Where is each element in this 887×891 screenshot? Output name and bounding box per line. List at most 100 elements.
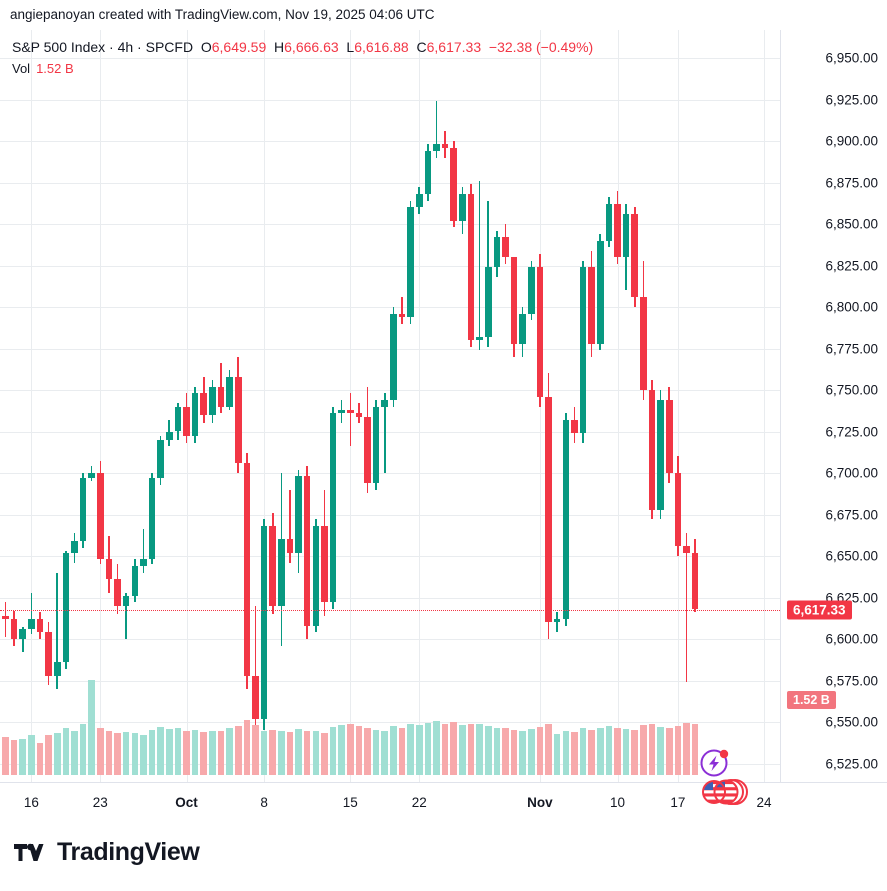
price-tick-label: 6,950.00 bbox=[825, 50, 878, 66]
time-gridline bbox=[187, 30, 188, 782]
volume-bar bbox=[596, 727, 604, 775]
candle-body bbox=[398, 313, 406, 317]
volume-bar bbox=[157, 726, 164, 775]
price-tick-label: 6,600.00 bbox=[825, 631, 878, 647]
volume-bar bbox=[278, 731, 285, 775]
candle-body bbox=[62, 552, 70, 663]
candle-body bbox=[53, 662, 61, 676]
volume-bar bbox=[45, 734, 52, 775]
time-gridline bbox=[31, 30, 32, 782]
volume-bar bbox=[243, 719, 251, 775]
candle-body bbox=[536, 267, 544, 397]
candle-body bbox=[390, 313, 397, 400]
price-gridline bbox=[0, 431, 780, 433]
candle-body bbox=[476, 336, 483, 341]
volume-bar bbox=[467, 723, 475, 775]
current-volume-badge[interactable]: 1.52 B bbox=[787, 691, 836, 709]
volume-bar bbox=[312, 731, 320, 775]
candle-body bbox=[579, 267, 587, 434]
candle-body bbox=[571, 419, 578, 434]
price-gridline bbox=[0, 348, 780, 350]
price-tick-label: 6,800.00 bbox=[825, 299, 878, 315]
price-plot[interactable] bbox=[0, 30, 780, 782]
time-axis[interactable]: 16 23 Oct 8 15 22 Nov 10 17 24 bbox=[0, 782, 887, 823]
notification-dot bbox=[719, 749, 729, 759]
volume-bar bbox=[407, 723, 414, 775]
volume-bar bbox=[88, 680, 95, 775]
candle-wick bbox=[254, 605, 257, 726]
price-gridline bbox=[0, 182, 780, 184]
candle-wick bbox=[125, 592, 127, 639]
volume-bar bbox=[252, 725, 259, 775]
candle-body bbox=[519, 313, 526, 344]
price-tick-label: 6,700.00 bbox=[825, 465, 878, 481]
time-gridline bbox=[264, 30, 265, 782]
candle-wick bbox=[401, 297, 403, 324]
price-tick-label: 6,575.00 bbox=[825, 673, 878, 688]
volume-bar bbox=[62, 728, 70, 775]
candle-body bbox=[36, 619, 44, 633]
candle-body bbox=[674, 473, 682, 547]
price-axis[interactable]: 6,950.00 6,925.00 6,900.00 6,875.00 6,850.00… bbox=[780, 30, 887, 782]
candle-body bbox=[71, 541, 78, 553]
candle-body bbox=[19, 629, 27, 639]
candle-body bbox=[165, 431, 173, 440]
volume-bar bbox=[209, 730, 216, 775]
time-gridline bbox=[419, 30, 420, 782]
candle-body bbox=[596, 240, 604, 344]
candle-body bbox=[631, 214, 639, 298]
volume-bar bbox=[303, 730, 311, 775]
volume-bar bbox=[36, 742, 44, 775]
candle-body bbox=[415, 194, 423, 208]
candle-body bbox=[243, 463, 251, 676]
candle-body bbox=[122, 595, 130, 606]
us-flag-stripes-front bbox=[715, 781, 737, 803]
volume-bar bbox=[364, 727, 371, 775]
time-tick-label: 10 bbox=[610, 795, 626, 810]
price-tick-label: 6,775.00 bbox=[825, 341, 878, 356]
volume-bar bbox=[441, 724, 449, 775]
flash-bolt-icon bbox=[700, 749, 728, 777]
volume-bar bbox=[433, 721, 440, 775]
candle-body bbox=[510, 257, 518, 344]
attribution-text: angiepanoyan created with TradingView.co… bbox=[10, 7, 435, 22]
price-tick-label: 6,725.00 bbox=[825, 424, 878, 439]
volume-bar bbox=[174, 727, 182, 775]
candle-body bbox=[286, 539, 294, 553]
volume-bar bbox=[674, 725, 682, 775]
chart-area[interactable]: S&P 500 Index · 4h · SPCFD O6,649.59 H6,… bbox=[0, 30, 887, 822]
price-gridline bbox=[0, 390, 780, 391]
time-tick-label: 16 bbox=[23, 795, 39, 810]
candle-body bbox=[234, 376, 242, 464]
candle-body bbox=[459, 194, 466, 221]
volume-bar bbox=[519, 731, 526, 775]
candle-wick bbox=[21, 627, 24, 653]
time-tick-label: 24 bbox=[756, 795, 772, 810]
volume-bar bbox=[657, 726, 664, 775]
badge-cluster[interactable] bbox=[698, 748, 768, 806]
volume-bar bbox=[424, 722, 432, 775]
candle-wick bbox=[383, 393, 386, 473]
candle-body bbox=[347, 409, 354, 414]
volume-bar bbox=[79, 723, 87, 775]
volume-bar bbox=[484, 725, 492, 775]
current-price-badge[interactable]: 6,617.33 bbox=[787, 600, 852, 620]
volume-bar bbox=[614, 728, 621, 775]
candle-wick bbox=[289, 489, 291, 563]
candle-body bbox=[97, 473, 104, 560]
price-tick-label: 6,750.00 bbox=[825, 382, 878, 398]
time-tick-label: 8 bbox=[260, 795, 268, 810]
time-tick-label: 15 bbox=[342, 795, 358, 810]
candle-body bbox=[209, 386, 216, 415]
price-gridline bbox=[0, 473, 780, 474]
volume-bar bbox=[579, 728, 587, 775]
candle-body bbox=[493, 237, 501, 268]
price-tick-label: 6,850.00 bbox=[825, 216, 878, 232]
candle-body bbox=[648, 390, 656, 510]
candle-wick bbox=[444, 131, 446, 158]
candle-body bbox=[424, 150, 432, 195]
candle-body bbox=[657, 399, 664, 510]
price-tick-label: 6,525.00 bbox=[825, 756, 878, 771]
candle-body bbox=[174, 406, 182, 432]
candle-body bbox=[381, 399, 389, 407]
